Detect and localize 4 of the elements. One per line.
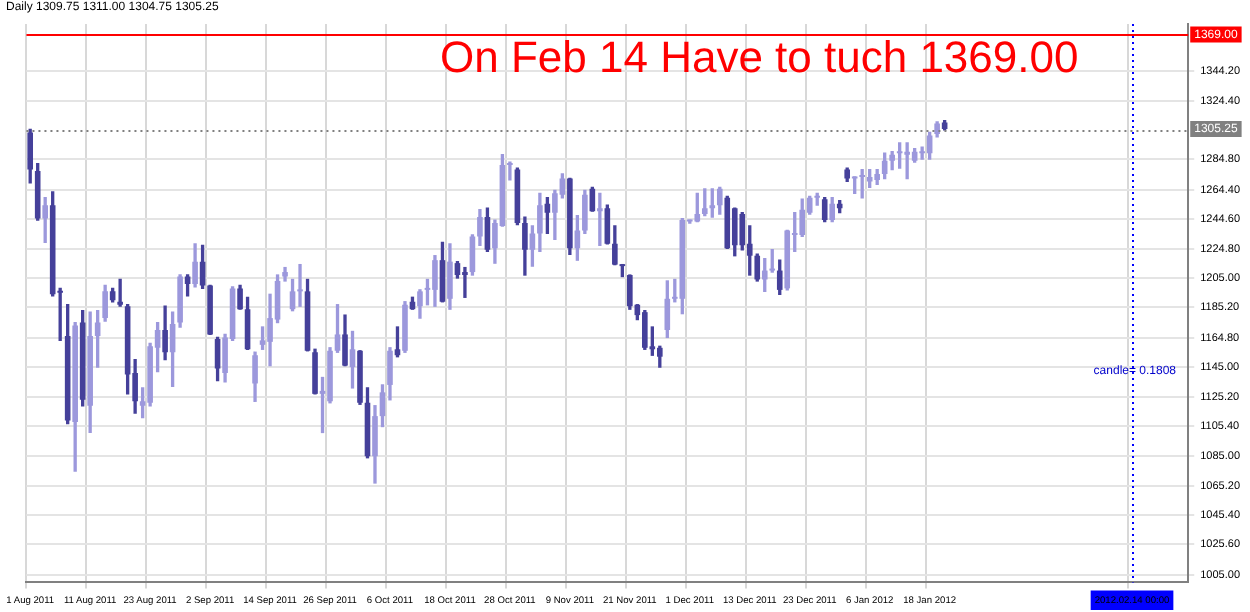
chart-title: On Feb 14 Have to tuch 1369.00 xyxy=(440,32,1079,84)
candlestick xyxy=(297,263,303,307)
candlestick xyxy=(597,192,603,246)
candlestick xyxy=(462,266,468,298)
